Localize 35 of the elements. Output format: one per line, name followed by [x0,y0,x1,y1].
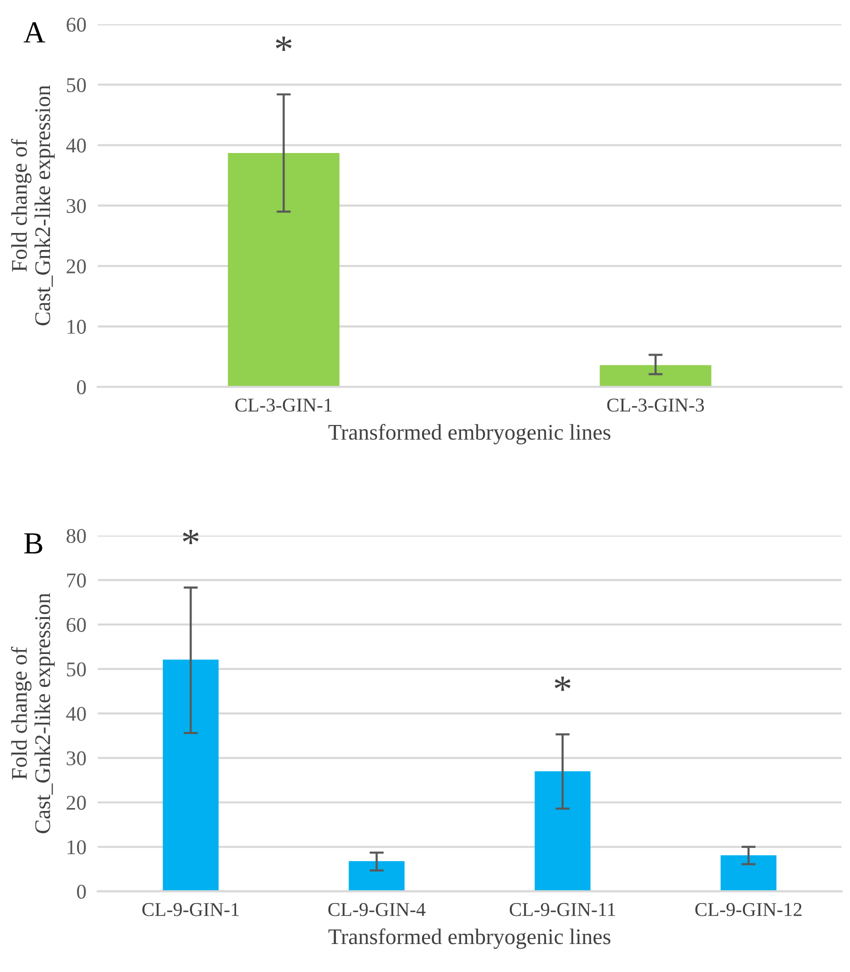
annotation: * [554,676,570,691]
y-tick-label: 50 [67,662,86,676]
chart-title: B [24,533,42,554]
y-tick-label: 20 [66,259,86,274]
y-tick-label: 40 [66,706,86,721]
y-tick-label: 80 [66,528,86,544]
x-axis-title: Transformed embryogenic lines [328,424,610,444]
x-tick-label: CL-3-GIN-1 [235,398,332,412]
bar [348,861,405,892]
bar [162,660,219,892]
y-tick-label: 10 [68,320,86,334]
y-axis-title: Fold change of Cast_Gnk2-like expression [11,85,55,326]
y-tick-label: 50 [67,78,86,92]
y-tick-label: 20 [66,796,86,810]
x-axis-title: Transformed embryogenic lines [328,928,610,949]
y-tick-label: 40 [66,138,86,153]
x-tick-label: CL-9-GIN-11 [510,903,616,916]
x-tick-label: CL-9-GIN-1 [142,903,239,916]
y-tick-label: 60 [66,618,86,632]
x-tick-label: CL-9-GIN-12 [695,903,802,916]
y-tick-label: 70 [67,573,86,588]
chart-title: A [24,22,46,42]
y-tick-label: 30 [66,198,86,214]
annotation: * [182,530,199,544]
y-tick-label: 10 [68,840,86,854]
bar [534,771,590,892]
y-tick-label: 0 [77,884,86,899]
y-axis-title: Fold change of Cast_Gnk2-like expression [11,593,55,834]
bar [720,855,776,892]
x-tick-label: CL-3-GIN-3 [607,398,704,412]
x-tick-label: CL-9-GIN-4 [328,903,426,916]
annotation: * [276,36,292,51]
y-tick-label: 60 [66,18,86,32]
y-tick-label: 30 [66,751,86,766]
y-tick-label: 0 [77,380,86,394]
